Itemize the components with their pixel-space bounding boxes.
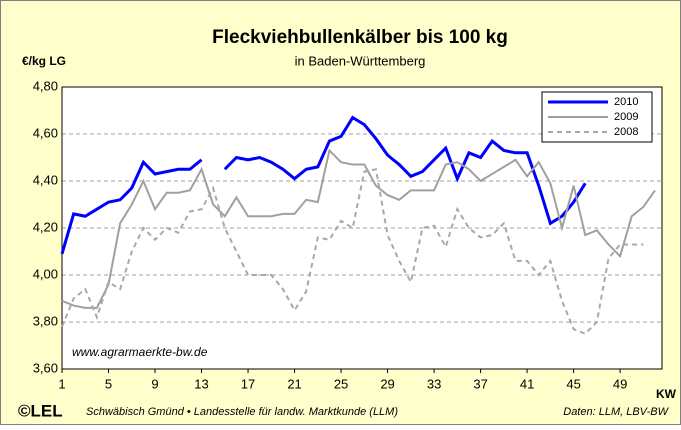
y-tick-label: 4,60 [33, 125, 58, 140]
logo: ©LEL [18, 401, 63, 420]
legend-label: 2008 [614, 126, 638, 138]
annotation: www.agrarmaerkte-bw.de [72, 345, 208, 359]
legend-label: 2009 [614, 111, 638, 123]
y-tick-label: 4,20 [33, 219, 58, 234]
series-line [60, 158, 203, 255]
x-tick-label: 13 [194, 376, 208, 391]
legend-label: 2010 [614, 96, 638, 108]
y-tick-label: 3,80 [33, 313, 58, 328]
x-tick-label: 21 [287, 376, 301, 391]
series-line [223, 115, 587, 226]
series-line [61, 148, 656, 309]
x-tick-label: 45 [566, 376, 580, 391]
x-tick-label: 33 [427, 376, 441, 391]
x-tick-label: 29 [380, 376, 394, 391]
x-tick-label: 17 [241, 376, 255, 391]
x-tick-label: 5 [105, 376, 112, 391]
y-tick-label: 4,00 [33, 266, 58, 281]
y-axis-label: €/kg LG [22, 54, 66, 68]
y-tick-label: 4,40 [33, 172, 58, 187]
x-tick-label: 25 [334, 376, 348, 391]
x-tick-label: 9 [151, 376, 158, 391]
x-tick-label: 49 [613, 376, 627, 391]
x-tick-label: 41 [520, 376, 534, 391]
series-line [61, 168, 644, 335]
x-axis-label: KW [656, 387, 677, 401]
y-tick-label: 4,80 [33, 78, 58, 93]
footer: Schwäbisch Gmünd • Landesstelle für land… [86, 406, 398, 418]
x-tick-label: 37 [473, 376, 487, 391]
x-tick-label: 1 [58, 376, 65, 391]
chart-title: Fleckviehbullenkälber bis 100 kg [212, 27, 508, 48]
source: Daten: LLM, LBV-BW [563, 406, 669, 418]
plot-border [61, 86, 663, 370]
chart-subtitle: in Baden-Württemberg [295, 53, 426, 68]
y-tick-label: 3,60 [33, 360, 58, 375]
